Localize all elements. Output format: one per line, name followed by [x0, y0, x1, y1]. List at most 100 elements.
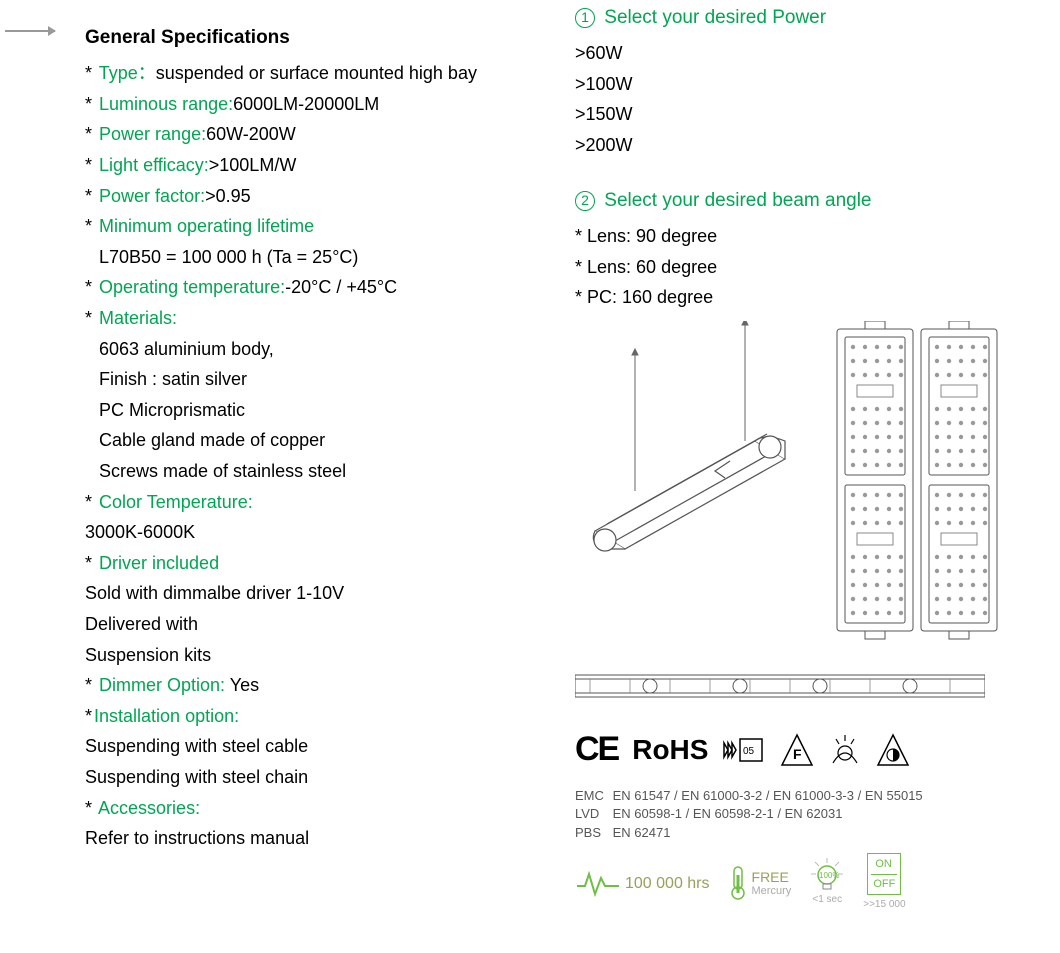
emc-label: EMC [575, 787, 609, 806]
enec-mark-icon: 05 [722, 733, 766, 767]
badge-mercury: FREE Mercury [728, 865, 792, 901]
svg-text:F: F [793, 746, 802, 762]
beam-options: * Lens: 90 degree * Lens: 60 degree * PC… [575, 221, 1060, 313]
badge-hours: 100 000 hrs [575, 868, 710, 898]
beam-60[interactable]: * Lens: 60 degree [575, 252, 1060, 283]
step1-num-icon: 1 [575, 8, 595, 28]
dimmer-value: Yes [225, 675, 259, 695]
rohs-mark-icon: RoHS [632, 726, 708, 774]
spec-lifetime: * Minimum operating lifetime [85, 211, 565, 242]
efficacy-label: Light efficacy: [99, 155, 209, 175]
lvd-label: LVD [575, 805, 609, 824]
badge-free-l2: Mercury [752, 885, 792, 897]
pointer-arrow [5, 30, 55, 32]
ct-value: 3000K-6000K [85, 517, 565, 548]
spec-luminous: * Luminous range:6000LM-20000LM [85, 89, 565, 120]
ct-label: Color Temperature: [99, 492, 253, 512]
badge-sec-text: <1 sec [812, 891, 842, 908]
acc-label: Accessories: [98, 798, 200, 818]
install-label: Installation option: [94, 706, 239, 726]
materials-l2: Finish : satin silver [85, 364, 565, 395]
spec-power-range: * Power range:60W-200W [85, 119, 565, 150]
efficacy-value: >100LM/W [209, 155, 297, 175]
badge-onoff: ON OFF >>15 000 [863, 853, 905, 913]
diagram-side-icon [575, 671, 1060, 701]
power-200w[interactable]: >200W [575, 130, 1060, 161]
badge-free-l1: FREE [752, 870, 792, 885]
pbs-label: PBS [575, 824, 609, 843]
beam-90[interactable]: * Lens: 90 degree [575, 221, 1060, 252]
badge-hours-text: 100 000 hrs [625, 870, 710, 897]
materials-l5: Screws made of stainless steel [85, 456, 565, 487]
general-specs: General Specifications * Type：suspended … [85, 0, 565, 913]
step1-heading: 1 Select your desired Power [575, 2, 1060, 34]
ce-mark-icon: CE [575, 721, 618, 779]
power-range-label: Power range: [99, 124, 206, 144]
power-range-value: 60W-200W [206, 124, 296, 144]
spec-driver: * Driver included [85, 548, 565, 579]
materials-l3: PC Microprismatic [85, 395, 565, 426]
diagram-suspended-icon [575, 321, 815, 601]
emc-value: EN 61547 / EN 61000-3-2 / EN 61000-3-3 /… [613, 788, 923, 803]
bulb-icon: 100% [809, 858, 845, 890]
badge-100-text: 100% [819, 871, 839, 880]
spec-type: * Type：suspended or surface mounted high… [85, 58, 565, 89]
pbs-value: EN 62471 [613, 825, 671, 840]
spec-efficacy: * Light efficacy:>100LM/W [85, 150, 565, 181]
spec-dimmer: * Dimmer Option: Yes [85, 670, 565, 701]
optemp-label: Operating temperature: [99, 277, 285, 297]
type-label: Type： [99, 63, 156, 83]
spec-acc: * Accessories: [85, 793, 565, 824]
light-mark-icon [828, 733, 862, 767]
badge-instant: 100% <1 sec [809, 858, 845, 908]
spec-ct: * Color Temperature: [85, 487, 565, 518]
lifetime-label: Minimum operating lifetime [99, 216, 314, 236]
power-60w[interactable]: >60W [575, 38, 1060, 69]
install-l1: Suspending with steel cable [85, 731, 565, 762]
power-150w[interactable]: >150W [575, 99, 1060, 130]
lifetime-value: L70B50 = 100 000 h (Ta = 25°C) [85, 242, 565, 273]
badges: 100 000 hrs FREE Mercury 100% <1 sec [575, 853, 1060, 913]
dimmer-label: Dimmer Option: [99, 675, 225, 695]
beam-160[interactable]: * PC: 160 degree [575, 282, 1060, 313]
diagrams [575, 321, 1060, 641]
specs-heading: General Specifications [85, 22, 565, 54]
spec-optemp: * Operating temperature:-20°C / +45°C [85, 272, 565, 303]
badge-on-text: ON [871, 855, 897, 875]
driver-value: Sold with dimmalbe driver 1-10V [85, 578, 565, 609]
type-value: suspended or surface mounted high bay [156, 63, 477, 83]
spec-pf: * Power factor:>0.95 [85, 181, 565, 212]
lvd-value: EN 60598-1 / EN 60598-2-1 / EN 62031 [613, 806, 843, 821]
dimmable-mark-icon [876, 733, 910, 767]
cert-marks: CE RoHS 05 F [575, 721, 1060, 779]
delivered-label: Delivered with [85, 609, 565, 640]
f-mark-icon: F [780, 733, 814, 767]
spec-materials: * Materials: [85, 303, 565, 334]
svg-text:05: 05 [743, 746, 755, 757]
cert-standards: EMC EN 61547 / EN 61000-3-2 / EN 61000-3… [575, 787, 1060, 844]
power-options: >60W >100W >150W >200W [575, 38, 1060, 160]
heartbeat-icon [575, 868, 621, 898]
delivered-value: Suspension kits [85, 640, 565, 671]
materials-label: Materials: [99, 308, 177, 328]
badge-off-text: OFF [871, 875, 897, 894]
pf-label: Power factor: [99, 186, 205, 206]
selection-panel: 1 Select your desired Power >60W >100W >… [565, 0, 1060, 913]
power-100w[interactable]: >100W [575, 69, 1060, 100]
thermometer-icon [728, 865, 748, 901]
badge-cycles-text: >>15 000 [863, 896, 905, 913]
step1-title: Select your desired Power [599, 7, 826, 28]
acc-value: Refer to instructions manual [85, 823, 565, 854]
driver-label: Driver included [99, 553, 219, 573]
materials-l1: 6063 aluminium body, [85, 334, 565, 365]
luminous-label: Luminous range: [99, 94, 233, 114]
step2-heading: 2 Select your desired beam angle [575, 185, 1060, 217]
materials-l4: Cable gland made of copper [85, 425, 565, 456]
pf-value: >0.95 [205, 186, 251, 206]
luminous-value: 6000LM-20000LM [233, 94, 379, 114]
spec-install: *Installation option: [85, 701, 565, 732]
step2-title: Select your desired beam angle [599, 190, 872, 211]
install-l2: Suspending with steel chain [85, 762, 565, 793]
diagram-module-icon [835, 321, 1000, 641]
optemp-value: -20°C / +45°C [285, 277, 397, 297]
